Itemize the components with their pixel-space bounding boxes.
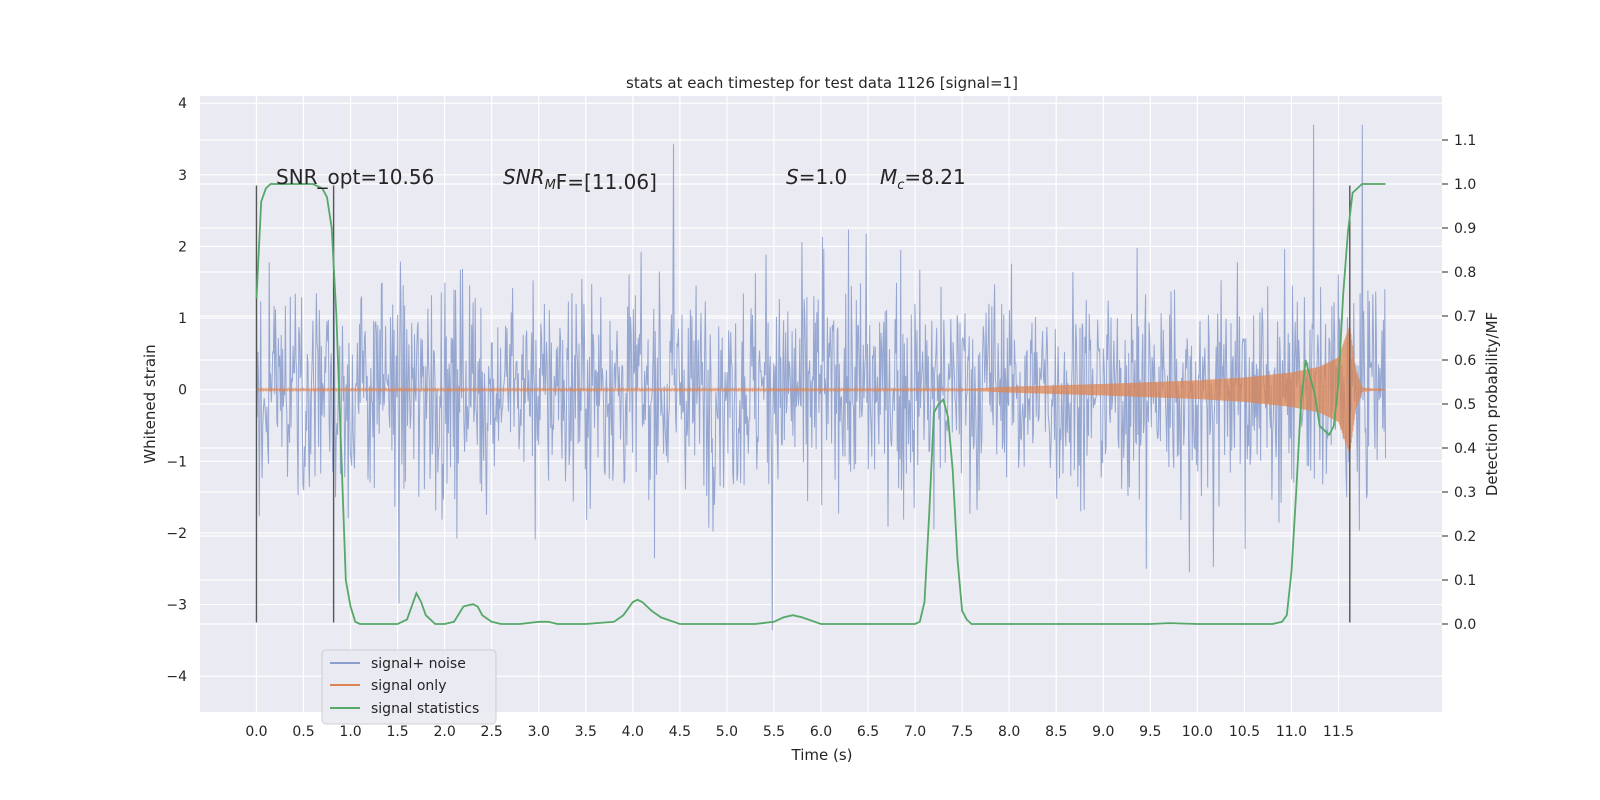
signal-only-trace [256, 326, 1386, 455]
y-tick-label: 0 [178, 383, 187, 399]
x-tick-label: 10.5 [1229, 724, 1260, 740]
x-tick-label: 0.0 [245, 724, 267, 740]
y-right-tick-label: 0.3 [1454, 485, 1476, 501]
y-tick-label: 2 [178, 239, 187, 255]
y-axis-label: Whitened strain [141, 344, 159, 463]
legend: signal+ noise signal only signal statist… [321, 649, 497, 725]
annotation-mc-value: =8.21 [904, 165, 965, 189]
x-tick-label: 2.0 [434, 724, 456, 740]
x-tick-label: 7.5 [951, 724, 973, 740]
x-tick-label: 1.5 [386, 724, 408, 740]
y-right-tick-label: 0.7 [1454, 309, 1476, 325]
annotation-snr-mf-sub: M [545, 178, 556, 193]
y-tick-label: −2 [166, 526, 187, 542]
x-tick-label: 7.0 [904, 724, 926, 740]
x-tick-label: 2.5 [481, 724, 503, 740]
annotation-s-value: =1.0 [799, 165, 848, 189]
annotation-s: S=1.0 [786, 165, 847, 189]
y-tick-label: 3 [178, 168, 187, 184]
annotation-snr-mf: SNRMF=[11.06] [503, 165, 657, 194]
x-tick-label: 4.0 [622, 724, 644, 740]
x-tick-label: 0.5 [292, 724, 314, 740]
x-tick-label: 5.5 [763, 724, 785, 740]
x-tick-labels: 0.0 0.5 1.0 1.5 2.0 2.5 3.0 3.5 4.0 4.5 5.0 5.5 6.0 6… [245, 724, 1354, 740]
x-tick-label: 11.0 [1276, 724, 1307, 740]
x-tick-label: 5.0 [716, 724, 738, 740]
y-right-axis-label: Detection probability/MF [1483, 312, 1501, 496]
chart-title: stats at each timestep for test data 112… [626, 74, 1018, 92]
y-right-tick-label: 1.0 [1454, 177, 1476, 193]
y-right-tick-label: 0.6 [1454, 353, 1476, 369]
y-right-tick-labels: 1.1 1.0 0.9 0.8 0.7 0.6 0.5 0.4 0.3 0.2 0.1 0.0 [1442, 133, 1476, 633]
legend-label-signal: signal only [371, 678, 446, 694]
legend-box [321, 649, 497, 725]
x-tick-label: 8.0 [998, 724, 1020, 740]
x-tick-label: 8.5 [1045, 724, 1067, 740]
y-right-tick-label: 0.9 [1454, 221, 1476, 237]
y-right-tick-label: 0.8 [1454, 265, 1476, 281]
y-tick-labels: 4 3 2 1 0 −1 −2 −3 −4 [166, 96, 187, 685]
annotation-snr-mf-tail: F=[11.06] [556, 170, 657, 194]
annotation-mc: Mc=8.21 [880, 165, 966, 193]
x-tick-label: 4.5 [669, 724, 691, 740]
x-tick-label: 10.0 [1182, 724, 1213, 740]
annotation-s-symbol: S [786, 165, 799, 189]
x-tick-label: 6.5 [857, 724, 879, 740]
annotation-snr-opt: SNR_opt=10.56 [276, 165, 434, 189]
signal-statistics-line [255, 183, 1386, 625]
y-tick-label: 1 [178, 311, 187, 327]
x-tick-label: 6.0 [810, 724, 832, 740]
y-tick-label: −4 [166, 669, 187, 685]
y-right-tick-label: 1.1 [1454, 133, 1476, 149]
x-tick-label: 3.5 [575, 724, 597, 740]
y-right-tick-label: 0.2 [1454, 529, 1476, 545]
signal-noise-trace [256, 124, 1386, 631]
legend-label-stats: signal statistics [371, 701, 479, 717]
x-axis-label: Time (s) [791, 746, 853, 764]
y-right-tick-label: 0.0 [1454, 617, 1476, 633]
x-tick-label: 3.0 [528, 724, 550, 740]
x-tick-label: 1.0 [339, 724, 361, 740]
series-signal-statistics [255, 183, 1386, 625]
y-tick-label: 4 [178, 96, 187, 112]
y-tick-label: −3 [166, 598, 187, 614]
annotation-mc-symbol: M [880, 165, 897, 189]
series-signal-only [256, 326, 1386, 455]
y-right-tick-label: 0.4 [1454, 441, 1476, 457]
series-signal-noise [256, 124, 1386, 631]
y-tick-label: −1 [166, 454, 187, 470]
annotation-mc-sub: c [897, 178, 904, 193]
legend-label-noise: signal+ noise [371, 656, 466, 672]
annotation-snr-mf-base: SNR [503, 165, 545, 189]
x-tick-label: 11.5 [1323, 724, 1354, 740]
x-tick-label: 9.0 [1092, 724, 1114, 740]
x-tick-label: 9.5 [1139, 724, 1161, 740]
y-right-tick-label: 0.1 [1454, 573, 1476, 589]
y-right-tick-label: 0.5 [1454, 397, 1476, 413]
